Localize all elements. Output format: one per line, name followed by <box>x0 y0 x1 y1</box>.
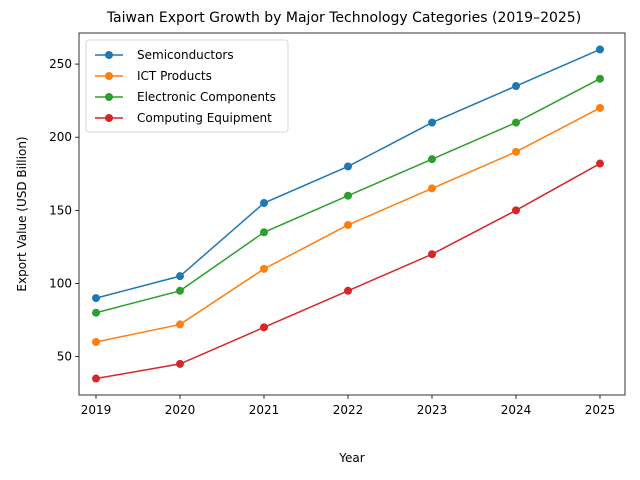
x-axis-label: Year <box>338 451 364 465</box>
legend-label-electronic-components: Electronic Components <box>137 90 276 104</box>
data-point-ict-products <box>92 337 100 346</box>
y-tick-label: 50 <box>57 350 72 364</box>
legend-marker-electronic-components <box>105 93 113 101</box>
y-tick-label: 150 <box>49 203 72 217</box>
data-point-electronic-components <box>260 228 268 237</box>
data-point-computing-equipment <box>512 206 520 215</box>
data-point-computing-equipment <box>92 374 100 383</box>
data-point-ict-products <box>596 103 604 112</box>
data-point-semiconductors <box>344 162 352 171</box>
data-point-computing-equipment <box>596 159 604 168</box>
legend-marker-semiconductors <box>105 51 113 59</box>
x-tick-label: 2024 <box>501 403 532 417</box>
legend-marker-ict-products <box>105 72 113 80</box>
x-tick-label: 2021 <box>249 403 280 417</box>
data-point-computing-equipment <box>176 359 184 368</box>
data-point-ict-products <box>260 264 268 273</box>
data-point-computing-equipment <box>428 250 436 259</box>
data-point-semiconductors <box>428 118 436 127</box>
y-tick-label: 250 <box>49 57 72 71</box>
data-point-ict-products <box>512 147 520 156</box>
data-point-electronic-components <box>596 74 604 83</box>
x-tick-label: 2025 <box>585 403 616 417</box>
legend-box <box>85 39 289 133</box>
data-point-semiconductors <box>92 294 100 303</box>
data-point-ict-products <box>428 184 436 193</box>
data-point-semiconductors <box>512 82 520 91</box>
data-point-electronic-components <box>176 286 184 295</box>
x-tick-label: 2022 <box>333 403 364 417</box>
legend: Semiconductors ICT Products Electronic Com… <box>85 39 289 133</box>
legend-marker-computing-equipment <box>105 114 113 122</box>
y-tick-label: 200 <box>49 130 72 144</box>
data-point-semiconductors <box>596 45 604 54</box>
data-point-computing-equipment <box>344 286 352 295</box>
y-tick-label: 100 <box>49 276 72 290</box>
data-point-semiconductors <box>260 199 268 208</box>
data-point-semiconductors <box>176 272 184 281</box>
legend-label-semiconductors: Semiconductors <box>137 48 234 62</box>
x-tick-label: 2019 <box>81 403 112 417</box>
plot-frame <box>78 32 626 396</box>
y-axis-ticks: 50 100 150 200 250 <box>49 57 79 364</box>
chart-title: Taiwan Export Growth by Major Technology… <box>106 10 581 26</box>
x-axis-ticks: 2019 2020 2021 2022 2023 2024 2025 <box>81 395 616 417</box>
data-point-electronic-components <box>512 118 520 127</box>
data-point-electronic-components <box>344 191 352 200</box>
data-point-ict-products <box>344 220 352 229</box>
legend-label-computing-equipment: Computing Equipment <box>137 111 272 125</box>
x-tick-label: 2023 <box>417 403 448 417</box>
data-point-computing-equipment <box>260 323 268 332</box>
data-point-ict-products <box>176 320 184 329</box>
y-axis-label: Export Value (USD Billion) <box>15 136 29 291</box>
legend-label-ict-products: ICT Products <box>137 69 212 83</box>
data-point-electronic-components <box>92 308 100 317</box>
series-layer <box>92 45 604 383</box>
data-point-electronic-components <box>428 155 436 164</box>
x-tick-label: 2020 <box>165 403 196 417</box>
